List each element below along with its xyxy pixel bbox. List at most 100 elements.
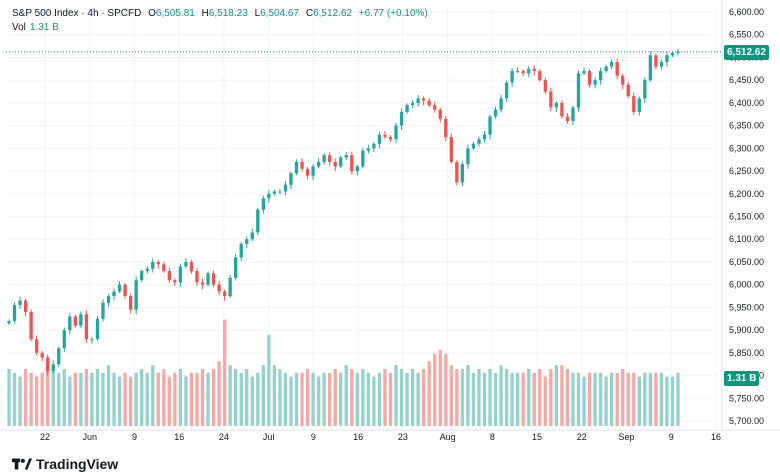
candle-body xyxy=(12,305,17,322)
candle-body xyxy=(350,155,354,172)
candle-body xyxy=(101,302,105,319)
volume-bar xyxy=(405,372,409,426)
candle-body xyxy=(206,273,210,285)
time-tick-label: 9 xyxy=(311,432,316,442)
candle-body xyxy=(665,55,669,62)
volume-bar xyxy=(554,365,559,426)
volume-label[interactable]: Vol xyxy=(12,22,26,33)
price-tick-label: 5,750.00 xyxy=(729,393,764,403)
volume-bar xyxy=(621,369,625,426)
volume-bar xyxy=(134,372,138,426)
volume-bar xyxy=(527,369,531,426)
candle-body xyxy=(23,300,28,312)
volume-bar xyxy=(471,372,476,426)
volume-bar xyxy=(460,369,465,426)
candle-body xyxy=(510,71,514,83)
open-label: O xyxy=(148,8,156,19)
open-value: 6,505.81 xyxy=(155,8,195,19)
candle-body xyxy=(388,136,393,140)
candle-body xyxy=(355,166,359,172)
volume-bar xyxy=(62,369,66,426)
volume-bar xyxy=(322,372,326,426)
candle-body xyxy=(444,118,448,137)
volume-bar xyxy=(234,369,238,426)
volume-bar xyxy=(46,365,50,426)
price-tick-label: 6,150.00 xyxy=(729,212,764,222)
candle-body xyxy=(272,191,277,194)
candle-body xyxy=(211,273,216,285)
candle-body xyxy=(416,98,420,103)
volume-bar xyxy=(156,372,160,426)
price-tick-label: 6,400.00 xyxy=(729,98,764,108)
volume-bar xyxy=(339,372,343,426)
candle-body xyxy=(222,291,227,297)
volume-bar xyxy=(632,372,636,426)
candle-body xyxy=(643,80,647,99)
volume-bar xyxy=(162,369,166,426)
price-tick-label: 6,550.00 xyxy=(729,30,764,40)
volume-bar xyxy=(560,365,564,426)
price-badge: 6,512.62 xyxy=(724,44,769,60)
candle-body xyxy=(405,105,409,112)
volume-bar xyxy=(493,372,498,426)
candle-body xyxy=(200,282,205,285)
volume-bar xyxy=(388,372,393,426)
volume-bar xyxy=(256,372,260,426)
volume-bar xyxy=(377,372,382,426)
volume-bar xyxy=(427,361,431,426)
volume-bar xyxy=(228,365,232,426)
volume-bar xyxy=(283,372,288,426)
volume-bar xyxy=(112,372,116,426)
volume-value: 1.31 B xyxy=(29,22,59,33)
time-tick-label: 8 xyxy=(490,432,495,442)
volume-bar xyxy=(609,372,614,426)
volume-bar xyxy=(178,369,183,426)
volume-bar xyxy=(361,369,365,426)
candle-body xyxy=(305,168,310,176)
symbol-title[interactable]: S&P 500 Index · 4h · SPCFD xyxy=(12,8,142,19)
candle-body xyxy=(471,143,476,149)
volume-bar xyxy=(79,372,83,426)
volume-bar xyxy=(532,372,536,426)
candle-body xyxy=(167,271,171,281)
close-value: 6,512.62 xyxy=(313,8,353,19)
volume-bar xyxy=(516,372,520,426)
candle-body xyxy=(626,84,630,97)
volume-bar xyxy=(316,376,321,426)
volume-bar xyxy=(239,372,243,426)
candle-body xyxy=(51,364,55,372)
candle-body xyxy=(477,139,481,144)
tradingview-logo[interactable]: TradingView xyxy=(12,456,118,472)
volume-bar xyxy=(328,372,332,426)
volume-bar xyxy=(73,372,78,426)
price-tick-label: 6,350.00 xyxy=(729,121,764,131)
volume-bar xyxy=(455,369,459,426)
candle-body xyxy=(40,352,44,358)
candle-body xyxy=(609,61,614,67)
volume-bar xyxy=(300,372,304,426)
price-tick-label: 6,200.00 xyxy=(729,189,764,199)
volume-bar xyxy=(189,372,194,426)
volume-bar xyxy=(433,353,437,426)
candle-body xyxy=(366,148,371,151)
symbol-legend: S&P 500 Index · 4h · SPCFD O6,505.81 H6,… xyxy=(12,8,428,19)
volume-bar xyxy=(206,372,210,426)
volume-bar xyxy=(267,334,271,426)
volume-bar xyxy=(383,369,387,426)
candle-body xyxy=(455,161,459,183)
volume-bar xyxy=(654,372,658,426)
time-tick-label: 22 xyxy=(577,432,587,442)
candle-body xyxy=(145,268,149,272)
price-tick-label: 6,100.00 xyxy=(729,234,764,244)
candle-body xyxy=(128,296,133,310)
candle-body xyxy=(482,134,487,140)
volume-bar xyxy=(504,369,509,426)
candle-body xyxy=(587,71,592,85)
volume-bar xyxy=(167,376,171,426)
volume-bar xyxy=(648,372,653,426)
volume-bar xyxy=(40,372,44,426)
volume-bar xyxy=(245,369,249,426)
volume-bar xyxy=(90,372,94,426)
candle-body xyxy=(670,52,675,56)
